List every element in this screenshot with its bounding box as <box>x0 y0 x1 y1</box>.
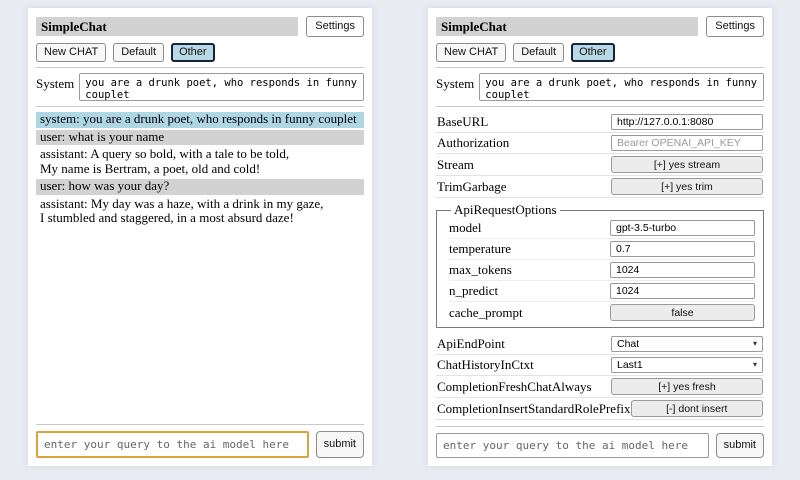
session-buttons: New CHAT Default Other <box>36 43 364 62</box>
trimgarbage-toggle-button[interactable]: [+] yes trim <box>611 178 763 195</box>
divider <box>36 424 364 425</box>
select-value: Last1 <box>617 359 643 371</box>
app-title: SimpleChat <box>436 17 699 36</box>
submit-button[interactable]: submit <box>315 431 364 458</box>
system-label: System <box>436 76 475 91</box>
setting-row-trimgarbage: TrimGarbage [+] yes trim <box>436 176 764 198</box>
settings-button[interactable]: Settings <box>706 16 764 37</box>
setting-label: temperature <box>449 241 512 256</box>
setting-label: ChatHistoryInCtxt <box>437 357 534 372</box>
chevron-down-icon: ▾ <box>752 360 757 369</box>
system-prompt-input[interactable]: you are a drunk poet, who responds in fu… <box>479 73 764 101</box>
chat-log: system: you are a drunk poet, who respon… <box>36 111 364 227</box>
api-request-options-fieldset: ApiRequestOptions model temperature max_… <box>436 202 764 328</box>
setting-row-cache-prompt: cache_prompt false <box>449 302 755 323</box>
divider <box>436 106 764 107</box>
session-default-button[interactable]: Default <box>113 43 165 62</box>
query-input[interactable] <box>36 431 309 458</box>
setting-row-baseurl: BaseURL <box>436 112 764 133</box>
select-value: Chat <box>617 338 640 350</box>
settings-list: BaseURL Authorization Stream [+] yes str… <box>436 112 764 420</box>
system-label: System <box>36 76 75 91</box>
divider <box>436 67 764 68</box>
chat-history-in-ctxt-select[interactable]: Last1 ▾ <box>611 357 763 373</box>
query-input[interactable] <box>436 433 709 458</box>
completion-fresh-chat-always-toggle-button[interactable]: [+] yes fresh <box>611 378 763 395</box>
chat-message-assistant: assistant: My day was a haze, with a dri… <box>36 196 364 227</box>
setting-label: Authorization <box>437 135 510 150</box>
setting-label: model <box>449 220 482 235</box>
setting-label: max_tokens <box>449 262 512 277</box>
completion-insert-standard-role-prefix-toggle-button[interactable]: [-] dont insert <box>630 400 763 417</box>
api-endpoint-select[interactable]: Chat ▾ <box>611 336 763 352</box>
setting-row-completion-insert-standard-role-prefix: CompletionInsertStandardRolePrefix [-] d… <box>436 398 764 420</box>
setting-row-api-endpoint: ApiEndPoint Chat ▾ <box>436 334 764 355</box>
stream-toggle-button[interactable]: [+] yes stream <box>611 156 763 173</box>
authorization-input[interactable] <box>611 135 763 151</box>
settings-button[interactable]: Settings <box>306 16 364 37</box>
setting-row-completion-fresh-chat-always: CompletionFreshChatAlways [+] yes fresh <box>436 376 764 398</box>
divider <box>36 67 364 68</box>
setting-label: BaseURL <box>437 114 489 129</box>
setting-row-chat-history-in-ctxt: ChatHistoryInCtxt Last1 ▾ <box>436 355 764 376</box>
session-buttons: New CHAT Default Other <box>436 43 764 62</box>
query-bar: submit <box>436 426 764 458</box>
setting-label: TrimGarbage <box>437 178 507 194</box>
submit-button[interactable]: submit <box>715 433 764 458</box>
app-title: SimpleChat <box>36 17 299 36</box>
titlebar-row: SimpleChat Settings <box>436 16 764 37</box>
chat-message-assistant: assistant: A query so bold, with a tale … <box>36 146 364 177</box>
query-bar: submit <box>36 424 364 458</box>
setting-label: n_predict <box>449 283 499 298</box>
system-prompt-row: System you are a drunk poet, who respond… <box>36 73 364 101</box>
chat-message-user: user: what is your name <box>36 129 364 145</box>
setting-label: CompletionInsertStandardRolePrefix <box>437 400 631 416</box>
api-request-options-legend: ApiRequestOptions <box>454 202 557 217</box>
new-chat-button[interactable]: New CHAT <box>436 43 507 62</box>
n-predict-input[interactable] <box>610 283 755 299</box>
setting-row-temperature: temperature <box>449 239 755 260</box>
setting-label: Stream <box>437 156 474 172</box>
chat-message-system: system: you are a drunk poet, who respon… <box>36 111 364 128</box>
setting-row-n-predict: n_predict <box>449 281 755 302</box>
max-tokens-input[interactable] <box>610 262 755 278</box>
chat-message-user: user: how was your day? <box>36 178 364 195</box>
setting-row-stream: Stream [+] yes stream <box>436 154 764 176</box>
setting-row-authorization: Authorization <box>436 133 764 154</box>
setting-label: CompletionFreshChatAlways <box>437 378 592 394</box>
cache-prompt-toggle-button[interactable]: false <box>610 304 755 321</box>
setting-label: ApiEndPoint <box>437 336 505 351</box>
system-prompt-row: System you are a drunk poet, who respond… <box>436 73 764 101</box>
settings-window: SimpleChat Settings New CHAT Default Oth… <box>428 8 772 466</box>
session-other-button[interactable]: Other <box>571 43 615 62</box>
titlebar-row: SimpleChat Settings <box>36 16 364 37</box>
chevron-down-icon: ▾ <box>752 339 757 348</box>
temperature-input[interactable] <box>610 241 755 257</box>
setting-row-model: model <box>449 218 755 239</box>
chat-window: SimpleChat Settings New CHAT Default Oth… <box>28 8 372 466</box>
session-other-button[interactable]: Other <box>171 43 215 62</box>
setting-label: cache_prompt <box>449 304 523 320</box>
baseurl-input[interactable] <box>611 114 763 130</box>
divider <box>36 106 364 107</box>
new-chat-button[interactable]: New CHAT <box>36 43 107 62</box>
model-input[interactable] <box>610 220 755 236</box>
system-prompt-input[interactable]: you are a drunk poet, who responds in fu… <box>79 73 364 101</box>
divider <box>436 426 764 427</box>
session-default-button[interactable]: Default <box>513 43 565 62</box>
setting-row-max-tokens: max_tokens <box>449 260 755 281</box>
